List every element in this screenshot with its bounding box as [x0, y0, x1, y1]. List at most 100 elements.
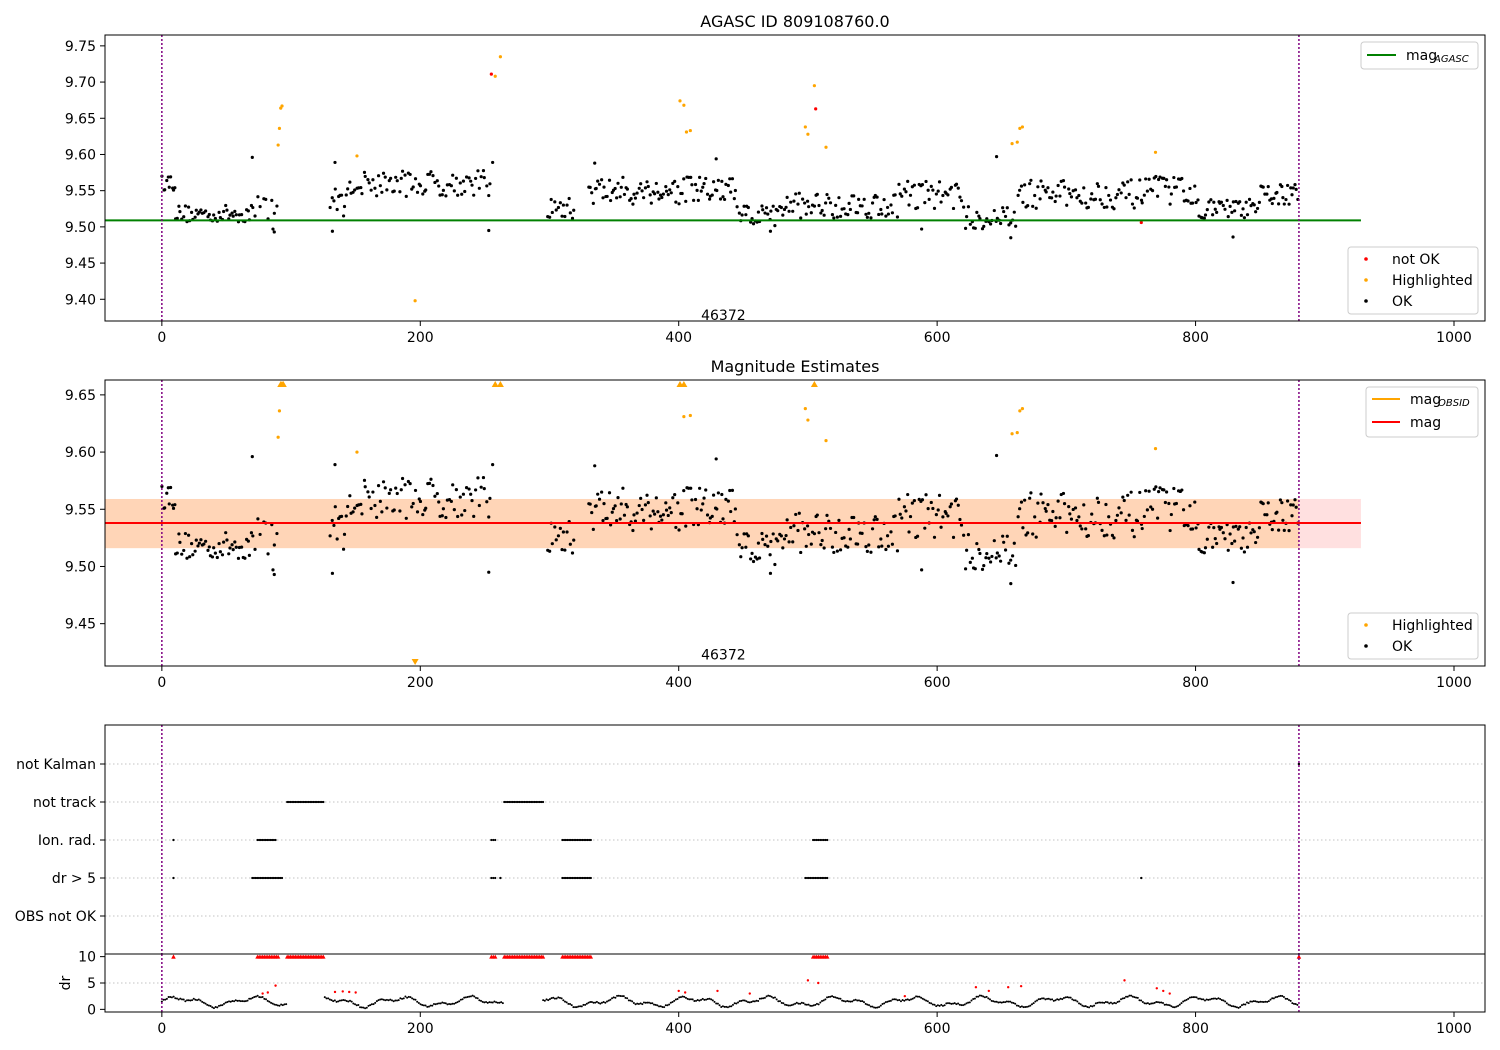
ok-point: [418, 184, 423, 188]
ok-point: [230, 543, 234, 547]
ok-point: [721, 195, 725, 199]
ok-point: [169, 175, 173, 179]
ok-point: [196, 544, 200, 548]
ok-point: [1115, 513, 1120, 517]
dr-point: [429, 1004, 432, 1007]
dr-point: [760, 997, 763, 1000]
dr-point: [1296, 1003, 1299, 1006]
ok-point: [568, 542, 572, 546]
dr-point: [448, 1002, 451, 1005]
ok-point: [794, 512, 798, 517]
dr-point: [804, 1003, 807, 1006]
dr-point: [194, 998, 197, 1001]
flag-point: [583, 876, 586, 880]
dr-point: [837, 997, 840, 1000]
dr-point: [1146, 1002, 1149, 1005]
dr-point: [721, 1005, 724, 1008]
ok-point: [1244, 525, 1248, 530]
flag-point: [571, 876, 574, 880]
dr-point: [164, 998, 167, 1001]
ok-point: [1154, 174, 1158, 179]
ok-point: [1247, 197, 1252, 202]
ok-point: [625, 505, 629, 509]
ok-point: [207, 545, 211, 549]
dr-point: [1234, 1005, 1237, 1008]
dr-point: [432, 1002, 435, 1005]
flag-point: [568, 876, 571, 880]
ok-point: [1188, 186, 1192, 191]
dr-point: [782, 1002, 785, 1005]
dr-point: [439, 1002, 442, 1005]
ok-point: [1231, 235, 1235, 239]
dr-point: [755, 999, 758, 1002]
ok-point: [243, 556, 247, 560]
dr-point: [212, 1007, 215, 1010]
dr-point: [960, 1004, 963, 1007]
ok-point: [474, 176, 478, 181]
ok-point: [1033, 193, 1037, 198]
dr-point: [622, 995, 625, 998]
ok-point: [194, 538, 198, 542]
dr-point: [558, 996, 561, 999]
dr-point: [599, 1002, 602, 1005]
ok-point: [1031, 532, 1035, 536]
ok-point: [392, 508, 396, 512]
ok-point: [1016, 515, 1020, 519]
dr-point: [1138, 999, 1141, 1002]
ok-point: [1058, 516, 1062, 520]
dr-point: [384, 999, 387, 1002]
ok-point: [593, 161, 597, 165]
ok-point: [968, 560, 972, 564]
dr-red-point: [333, 990, 337, 994]
dr-point: [775, 998, 778, 1001]
flag-point: [256, 876, 259, 880]
chart-title: Magnitude Estimates: [711, 357, 880, 376]
ok-point: [204, 209, 208, 213]
dr-red-point: [677, 989, 680, 993]
ok-point: [1242, 550, 1247, 554]
ok-point: [924, 179, 928, 184]
ok-point: [186, 205, 191, 209]
ok-point: [1162, 488, 1166, 492]
ok-point: [591, 527, 595, 531]
ok-point: [664, 184, 668, 189]
dr-point: [1056, 998, 1059, 1001]
ok-point: [482, 487, 486, 491]
ok-point: [999, 221, 1003, 226]
dr-point: [1047, 997, 1050, 1000]
dr-point: [217, 1004, 220, 1007]
ok-point: [1041, 501, 1045, 505]
dr-point: [763, 996, 766, 999]
ok-point: [980, 567, 985, 571]
highlighted-point: [280, 104, 284, 108]
ok-point: [733, 188, 737, 193]
legend-points: [1347, 246, 1479, 315]
ok-point: [441, 507, 445, 511]
dr-point: [359, 1006, 362, 1009]
ok-point: [1115, 192, 1120, 197]
ok-point: [824, 527, 828, 531]
ok-point: [631, 202, 635, 206]
ok-point: [444, 194, 448, 198]
dr-point: [700, 998, 703, 1001]
ok-point: [902, 505, 907, 509]
ok-point: [852, 194, 856, 198]
ok-point: [212, 546, 216, 550]
highlighted-point: [1020, 125, 1025, 129]
chart-title: AGASC ID 809108760.0: [700, 12, 889, 31]
dr-point: [743, 999, 746, 1002]
ok-point: [1211, 213, 1215, 217]
ok-point: [363, 485, 367, 489]
dr-point: [790, 1004, 793, 1007]
ok-point: [1046, 502, 1050, 507]
ok-point: [561, 203, 565, 207]
ok-point: [661, 192, 665, 196]
flag-point: [269, 876, 272, 880]
ok-point: [934, 192, 938, 196]
dr-point: [807, 1003, 810, 1006]
ok-point: [433, 494, 437, 498]
ok-point: [1126, 180, 1130, 184]
flag-point: [289, 800, 292, 804]
ok-point: [666, 513, 670, 518]
ok-point: [631, 528, 635, 533]
